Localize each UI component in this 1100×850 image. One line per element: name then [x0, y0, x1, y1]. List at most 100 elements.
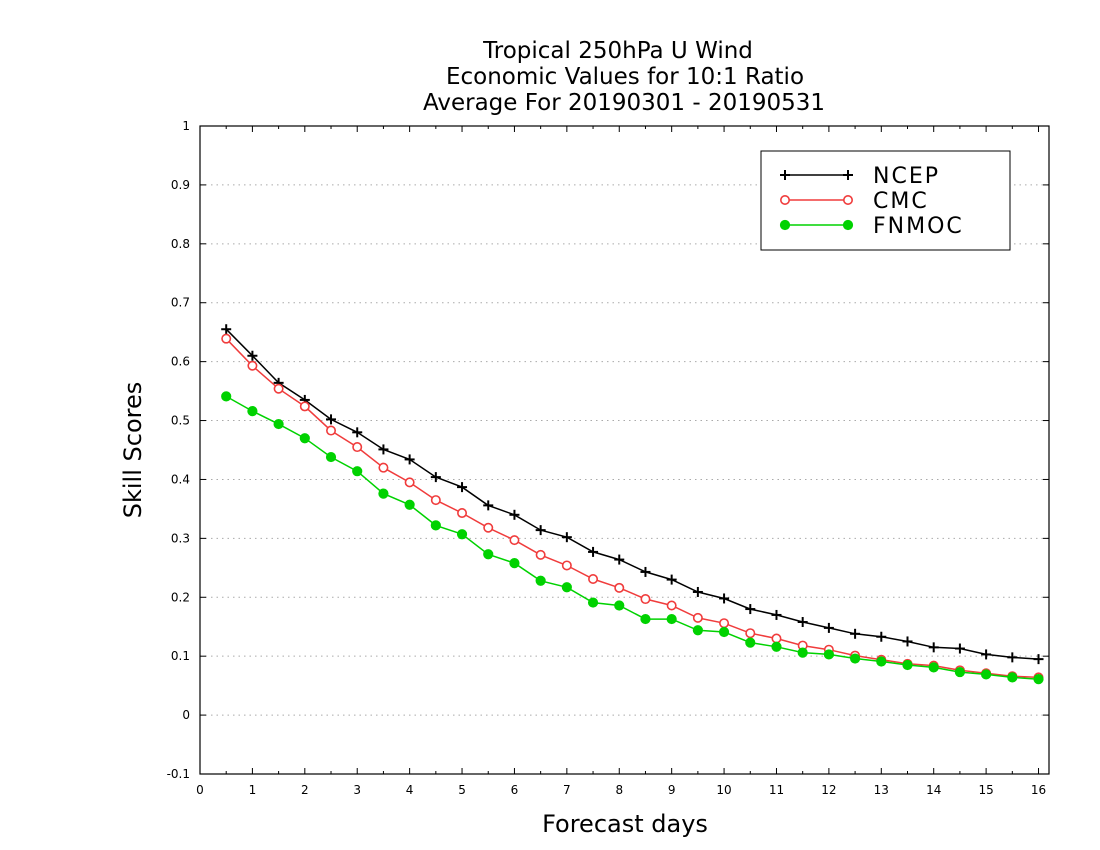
data-point-cmc — [561, 560, 572, 571]
data-point-cmc — [509, 535, 520, 546]
data-point-fnmoc — [561, 582, 572, 593]
data-point-ncep — [483, 500, 494, 511]
y-tick-label: 0 — [182, 708, 190, 722]
x-tick-label: 14 — [926, 783, 941, 797]
legend-marker — [842, 195, 853, 206]
series-line-ncep — [225, 328, 1039, 660]
data-point-fnmoc — [771, 641, 782, 652]
data-point-ncep — [771, 609, 782, 620]
data-point-ncep — [378, 444, 389, 455]
data-point-ncep — [535, 525, 546, 536]
y-tick-label: 0.7 — [171, 296, 190, 310]
data-point-fnmoc — [666, 613, 677, 625]
y-tick-label: -0.1 — [167, 767, 190, 781]
data-point-cmc — [273, 383, 284, 394]
data-point-fnmoc — [928, 662, 939, 673]
data-point-cmc — [247, 360, 258, 371]
data-point-cmc — [771, 633, 782, 644]
data-point-ncep — [745, 604, 756, 615]
y-tick-label: 0.2 — [171, 590, 190, 604]
data-point-ncep — [981, 649, 992, 660]
data-point-cmc — [299, 401, 310, 412]
data-point-ncep — [928, 642, 939, 653]
data-point-fnmoc — [718, 626, 730, 638]
data-point-ncep — [326, 414, 337, 425]
x-tick-label: 3 — [353, 783, 361, 797]
legend-label: FNMOC — [873, 214, 964, 239]
x-tick-label: 6 — [511, 783, 519, 797]
data-point-cmc — [352, 442, 363, 453]
data-point-ncep — [509, 509, 520, 520]
legend-marker — [842, 219, 854, 231]
data-point-ncep — [640, 566, 651, 577]
data-point-ncep — [1033, 654, 1044, 665]
data-point-fnmoc — [692, 625, 703, 636]
data-point-ncep — [719, 593, 730, 604]
data-point-cmc — [483, 522, 494, 533]
data-point-ncep — [850, 628, 861, 639]
data-point-fnmoc — [1007, 672, 1018, 683]
data-point-fnmoc — [273, 418, 284, 430]
data-point-cmc — [457, 508, 468, 519]
data-point-ncep — [954, 643, 965, 654]
legend-item-cmc: CMC — [779, 189, 929, 214]
data-point-fnmoc — [1033, 674, 1044, 685]
data-point-fnmoc — [797, 647, 808, 658]
data-point-fnmoc — [378, 488, 389, 499]
data-point-ncep — [352, 427, 363, 438]
data-point-cmc — [614, 582, 625, 593]
data-point-cmc — [692, 612, 703, 623]
data-point-fnmoc — [509, 558, 520, 569]
data-point-fnmoc — [954, 666, 966, 678]
y-tick-label: 1 — [182, 119, 190, 133]
x-tick-label: 13 — [874, 783, 889, 797]
data-point-ncep — [430, 472, 441, 483]
x-tick-label: 2 — [301, 783, 309, 797]
x-tick-label: 7 — [563, 783, 571, 797]
data-point-fnmoc — [587, 597, 599, 608]
y-tick-label: 0.8 — [171, 237, 190, 251]
y-axis-label: Skill Scores — [119, 382, 147, 519]
data-point-cmc — [745, 628, 756, 639]
data-point-fnmoc — [902, 659, 913, 671]
data-point-ncep — [876, 631, 887, 642]
series-layer — [221, 324, 1044, 685]
data-point-ncep — [614, 554, 625, 565]
data-point-fnmoc — [325, 451, 337, 463]
data-point-cmc — [535, 549, 546, 560]
series-line-cmc — [225, 338, 1039, 679]
data-point-ncep — [247, 350, 258, 361]
data-point-ncep — [404, 454, 415, 465]
x-tick-label: 11 — [769, 783, 784, 797]
data-point-fnmoc — [430, 520, 441, 531]
x-tick-label: 9 — [668, 783, 676, 797]
gridlines — [200, 184, 1049, 716]
y-tick-label: 0.4 — [171, 472, 190, 486]
legend-marker — [779, 195, 790, 206]
data-point-fnmoc — [299, 433, 310, 444]
x-axis-label: Forecast days — [542, 810, 708, 838]
x-tick-label: 16 — [1031, 783, 1046, 797]
data-point-ncep — [692, 586, 703, 597]
data-point-cmc — [719, 618, 730, 629]
data-point-cmc — [430, 495, 441, 506]
x-tick-label: 0 — [196, 783, 204, 797]
data-point-fnmoc — [535, 575, 546, 586]
data-point-ncep — [666, 574, 677, 585]
y-tick-label: 0.3 — [171, 531, 190, 545]
x-tick-label: 4 — [406, 783, 414, 797]
data-point-ncep — [797, 617, 808, 628]
legend-item-ncep: NCEP — [780, 164, 940, 189]
legend-label: NCEP — [873, 164, 940, 189]
data-point-fnmoc — [247, 406, 258, 417]
legend-marker — [779, 219, 791, 231]
data-point-cmc — [326, 425, 337, 436]
data-point-cmc — [640, 594, 651, 605]
data-point-cmc — [666, 600, 677, 611]
data-point-cmc — [221, 333, 232, 344]
legend-label: CMC — [873, 189, 929, 214]
data-point-cmc — [404, 477, 415, 488]
chart-title: Tropical 250hPa U Wind Economic Values f… — [423, 38, 825, 116]
data-point-ncep — [221, 324, 232, 335]
